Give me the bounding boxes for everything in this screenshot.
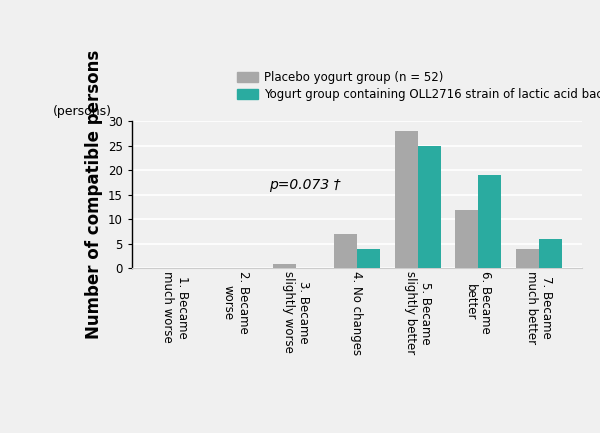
Bar (539, 239, 562, 268)
Bar (357, 249, 380, 268)
Bar (455, 210, 478, 268)
Bar (478, 175, 501, 268)
Text: (persons): (persons) (53, 105, 112, 118)
Legend: Placebo yogurt group (n = 52), Yogurt group containing OLL2716 strain of lactic : Placebo yogurt group (n = 52), Yogurt gr… (237, 71, 600, 101)
Bar (334, 234, 357, 268)
Bar (515, 249, 539, 268)
Y-axis label: Number of compatible persons: Number of compatible persons (85, 50, 103, 339)
Text: p=0.073 †: p=0.073 † (269, 178, 341, 192)
Bar (418, 146, 440, 268)
Bar (395, 131, 418, 268)
Bar (274, 264, 296, 268)
